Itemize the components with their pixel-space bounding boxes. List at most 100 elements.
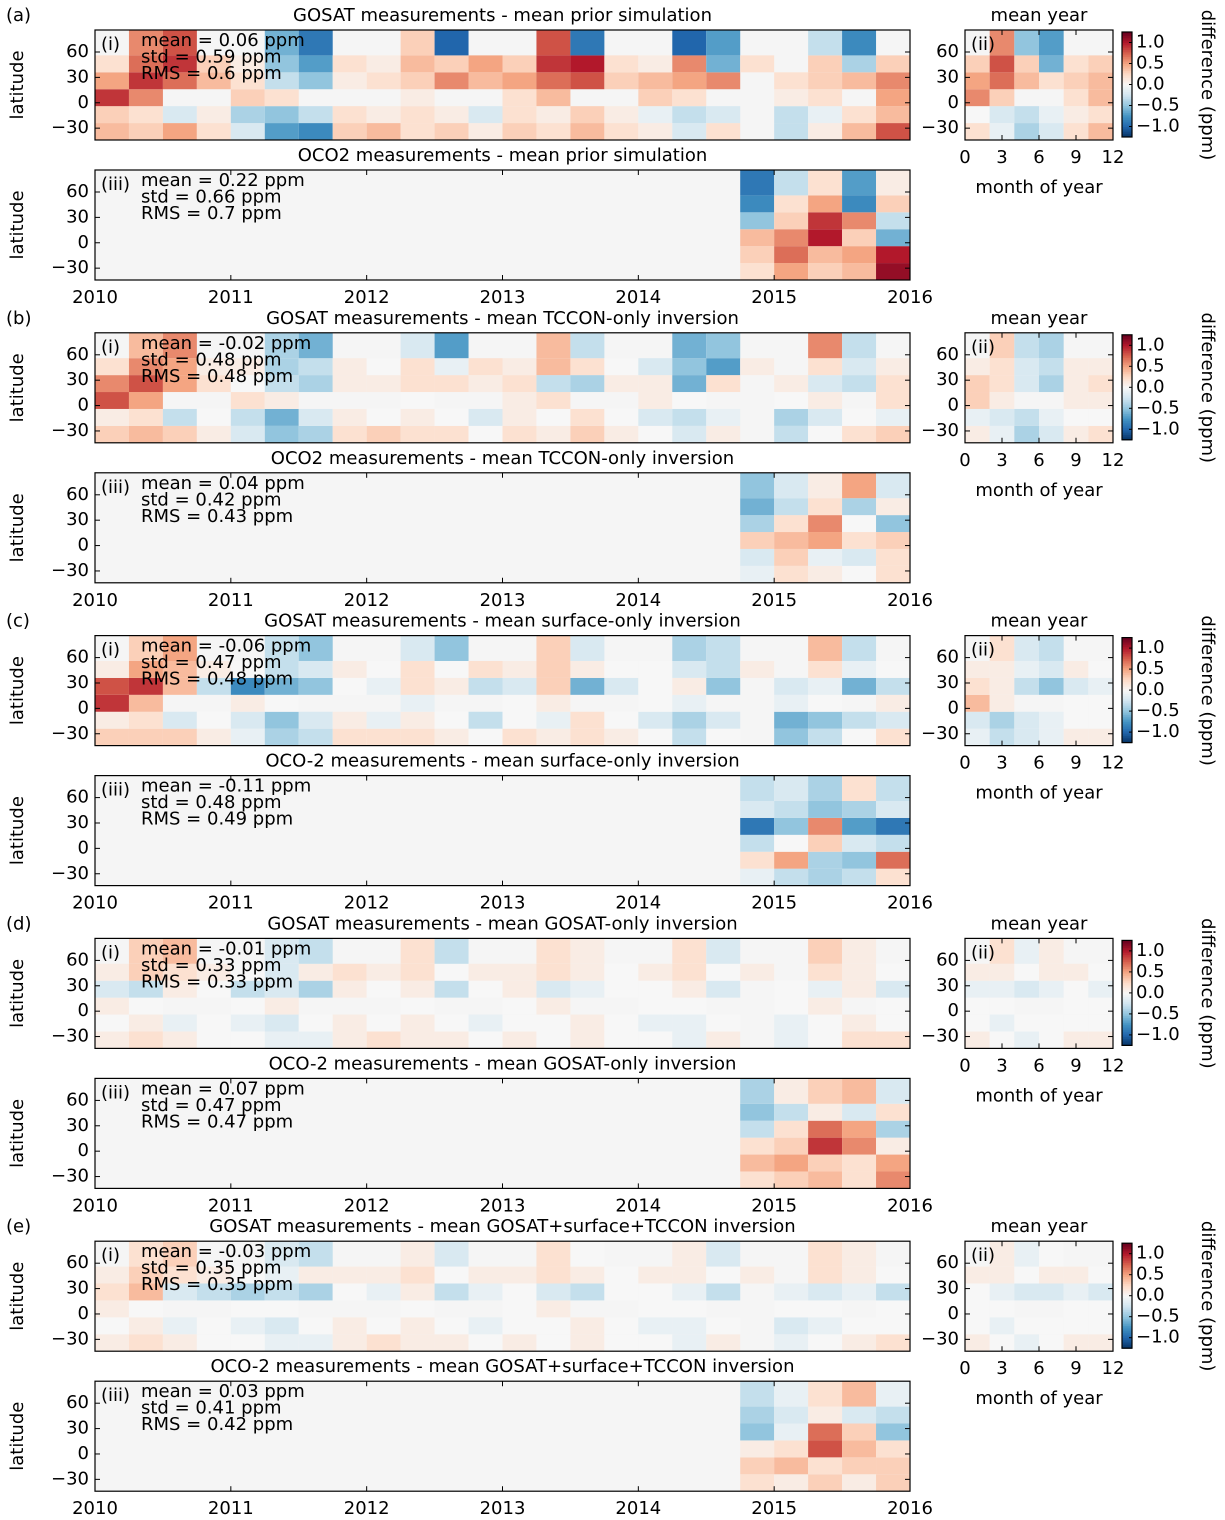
colorbar-segment (1122, 658, 1132, 661)
heatmap-cell (740, 170, 775, 196)
heatmap-cell (1063, 711, 1089, 729)
heatmap-cell (264, 938, 299, 964)
stat-text: std = 0.48 ppm (141, 349, 282, 370)
heatmap-cell (264, 963, 299, 981)
heatmap-cell (95, 89, 129, 107)
heatmap-cell (298, 106, 333, 124)
heatmap-cell (95, 72, 129, 90)
colorbar-segment (1122, 336, 1132, 339)
subplot-title: GOSAT measurements - mean GOSAT+surface+… (209, 1216, 795, 1237)
colorbar-segment (1122, 352, 1132, 355)
colorbar-segment (1122, 1001, 1132, 1004)
x-tick-label: 2011 (208, 1195, 254, 1216)
heatmap-cell (95, 1334, 129, 1352)
heatmap-cell (230, 72, 265, 90)
colorbar-segment (1122, 649, 1132, 653)
heatmap-cell (774, 800, 809, 818)
colorbar-segment (1122, 646, 1132, 649)
heatmap-cell (774, 1317, 809, 1335)
y-tick-label: 60 (936, 647, 959, 668)
heatmap-cell (774, 694, 809, 712)
colorbar-segment (1122, 1264, 1132, 1267)
colorbar-segment (1122, 1243, 1132, 1246)
colorbar-segment (1122, 952, 1132, 955)
heatmap-cell (774, 212, 809, 230)
stat-text: mean = -0.03 ppm (141, 1241, 311, 1262)
heatmap-cell (604, 677, 639, 695)
x-tick-label: 6 (1033, 450, 1044, 471)
heatmap-cell (264, 72, 299, 90)
heatmap-cell (264, 728, 299, 746)
subplot-label: (i) (101, 1245, 120, 1266)
heatmap-cell (706, 72, 741, 90)
heatmap-cell (434, 30, 469, 56)
colorbar-tick-label: 0.0 (1136, 74, 1165, 95)
heatmap-cell (842, 1334, 877, 1352)
panel-label: (b) (6, 308, 31, 329)
heatmap-cell (672, 660, 707, 678)
heatmap-cell (842, 246, 877, 264)
heatmap-cell (400, 30, 435, 56)
heatmap-cell (468, 980, 503, 998)
colorbar-segment (1122, 340, 1132, 343)
heatmap-cell (989, 375, 1015, 393)
heatmap-cell (1088, 89, 1113, 107)
subplot-label: (i) (101, 34, 120, 55)
heatmap-cell (468, 1014, 503, 1032)
heatmap-cell (1039, 980, 1064, 998)
stat-text: mean = -0.11 ppm (141, 776, 311, 797)
heatmap-cell (502, 963, 537, 981)
x-tick-label: 2016 (887, 287, 933, 308)
heatmap-cell (965, 997, 990, 1015)
heatmap-cell (876, 1300, 910, 1318)
heatmap-cell (1063, 694, 1089, 712)
heatmap-cell (1088, 1266, 1113, 1284)
colorbar-segment (1122, 54, 1132, 57)
heatmap-cell (774, 851, 809, 869)
heatmap-cell (604, 980, 639, 998)
heatmap-cell (95, 728, 129, 746)
heatmap-cell (1063, 660, 1089, 678)
colorbar-segment (1122, 697, 1132, 700)
subplot-title: GOSAT measurements - mean surface-only i… (264, 611, 741, 632)
stat-text: RMS = 0.7 ppm (141, 203, 282, 224)
y-tick-label: 0 (78, 92, 89, 113)
heatmap-cell (604, 728, 639, 746)
heatmap-cell (95, 1283, 129, 1301)
heatmap-cell (502, 55, 537, 73)
heatmap-cell (400, 375, 435, 393)
heatmap-cell (1039, 123, 1064, 140)
subplot-label: (iii) (101, 1385, 130, 1406)
heatmap-cell (162, 425, 197, 443)
x-tick-label: 3 (996, 450, 1007, 471)
y-tick-label: 30 (66, 509, 89, 530)
heatmap-cell (774, 123, 809, 140)
heatmap-cell (95, 1317, 129, 1335)
x-tick-label: 9 (1070, 1055, 1081, 1076)
heatmap-cell (1039, 425, 1064, 443)
heatmap-cell (570, 1283, 605, 1301)
heatmap-cell (842, 1078, 877, 1104)
heatmap-cell (570, 1031, 605, 1049)
y-tick-label: 60 (66, 1392, 89, 1413)
heatmap-cell (842, 498, 877, 516)
colorbar-segment (1122, 700, 1132, 703)
heatmap-cell (298, 72, 333, 90)
heatmap-cell (638, 677, 673, 695)
heatmap-cell (128, 72, 163, 90)
heatmap-cell (128, 408, 163, 426)
stat-text: RMS = 0.43 ppm (141, 506, 293, 527)
colorbar-segment (1122, 1017, 1132, 1020)
heatmap-cell (808, 472, 843, 499)
heatmap-cell (672, 55, 707, 73)
heatmap-cell (366, 408, 401, 426)
heatmap-cell (400, 728, 435, 746)
heatmap-cell (706, 123, 741, 140)
heatmap-cell (842, 229, 877, 247)
colorbar-segment (1122, 1323, 1132, 1326)
heatmap-cell (162, 72, 197, 90)
stat-text: mean = 0.03 ppm (141, 1381, 305, 1402)
heatmap-cell (638, 980, 673, 998)
heatmap-cell (162, 728, 197, 746)
heatmap-cell (1039, 408, 1064, 426)
